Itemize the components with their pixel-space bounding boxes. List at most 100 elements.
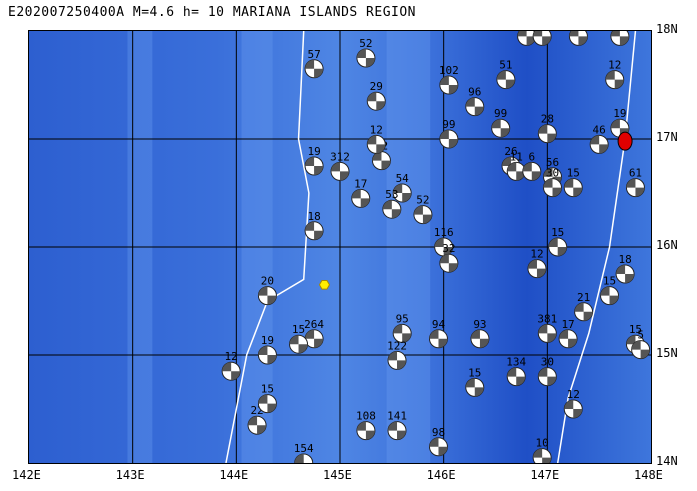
- focal-mechanism-event: 12: [527, 248, 547, 279]
- event-depth-label: 12: [567, 388, 580, 401]
- focal-mechanism-event: 94: [428, 318, 448, 349]
- longitude-label: 145E: [323, 468, 352, 482]
- beachball-compression: [631, 340, 650, 359]
- beachball-compression: [429, 329, 448, 348]
- focal-mechanism-event: 54: [392, 172, 412, 203]
- map-frame: 1931212175453521163220264959493381151815…: [28, 30, 652, 464]
- event-depth-label: 15: [629, 323, 642, 336]
- event-depth-label: 102: [439, 64, 459, 77]
- focal-mechanism-event: 15: [548, 226, 568, 257]
- event-depth-label: 53: [385, 188, 398, 201]
- focal-mechanism-event: 15: [465, 366, 485, 397]
- beachball-compression: [507, 367, 526, 386]
- event-depth-label: 17: [561, 318, 574, 331]
- focal-mechanism-event: 102: [439, 64, 459, 95]
- beachball-compression: [258, 394, 277, 413]
- event-depth-label: 46: [593, 123, 606, 136]
- event-depth-label: 20: [261, 275, 274, 288]
- event-depth-label: 154: [294, 442, 314, 455]
- longitude-label: 142E: [12, 468, 41, 482]
- beachball-compression: [605, 70, 624, 89]
- beachball-compression: [305, 157, 324, 175]
- longitude-label: 147E: [530, 468, 560, 482]
- event-depth-label: 21: [577, 291, 590, 304]
- beachball-compression: [533, 448, 552, 463]
- focal-mechanism-event: 52: [356, 37, 376, 68]
- event-depth-label: 12: [225, 350, 238, 363]
- event-depth-label: 312: [330, 150, 350, 163]
- beachball-compression: [439, 130, 458, 148]
- beachball-compression: [538, 367, 557, 386]
- focal-mechanism-event: 46: [589, 123, 609, 154]
- map-title: E202007250400A M=4.6 h= 10 MARIANA ISLAN…: [8, 5, 417, 20]
- event-depth-label: 15: [468, 366, 481, 379]
- event-depth-label: 116: [434, 226, 454, 239]
- focal-mechanism-event: 51: [496, 59, 516, 90]
- beachball-compression: [610, 31, 629, 46]
- beachball-compression: [559, 329, 578, 348]
- focal-mechanism-event: 122: [387, 339, 407, 370]
- beachball-compression: [356, 49, 375, 67]
- event-depth-label: 15: [261, 383, 274, 396]
- beachball-compression: [574, 302, 593, 321]
- focal-mechanism-event: 12: [563, 388, 583, 419]
- beachball-compression: [465, 97, 484, 116]
- focal-mechanism-event: 15: [600, 275, 620, 306]
- beachball-compression: [367, 92, 386, 111]
- west-trench-line: [225, 31, 310, 463]
- focal-mechanism-event: 381: [537, 312, 557, 343]
- beachball-compression: [388, 351, 407, 370]
- latitude-label: 17N: [656, 130, 678, 144]
- map-canvas: 1931212175453521163220264959493381151815…: [29, 31, 651, 463]
- focal-mechanism-event: 5: [631, 329, 651, 360]
- beachball-compression: [258, 346, 277, 364]
- event-depth-label: 52: [359, 37, 372, 50]
- event-depth-label: 381: [537, 312, 557, 325]
- focal-mechanism-event: 12: [221, 350, 241, 381]
- beachball-compression: [305, 221, 324, 240]
- beachball-compression: [393, 184, 412, 202]
- focal-mechanism-event: 10: [532, 437, 552, 463]
- beachball-compression: [491, 119, 510, 138]
- event-depth-label: 56: [546, 156, 559, 169]
- beachball-compression: [564, 178, 583, 197]
- focal-mechanism-event: 21: [574, 291, 594, 322]
- event-depth-label: 99: [442, 118, 455, 131]
- epicenter-marker: [318, 279, 331, 290]
- event-depth-label: 6: [528, 150, 535, 163]
- event-depth-label: 30: [541, 356, 554, 369]
- event-depth-label: 17: [354, 177, 367, 190]
- focal-mechanism-event: 19: [257, 334, 277, 365]
- beachball-compression: [388, 421, 407, 440]
- beachball-compression: [393, 324, 412, 343]
- beachball-compression: [222, 362, 241, 381]
- focal-mechanism-event: 141: [387, 410, 407, 441]
- focal-mechanism-event: 96: [465, 86, 485, 117]
- beachball-compression: [465, 378, 484, 397]
- focal-mechanism-event: 12: [605, 59, 625, 90]
- beachball-compression: [522, 162, 541, 181]
- focal-mechanism-event: 99: [439, 118, 459, 149]
- focal-mechanism-event: 14: [610, 31, 630, 46]
- focal-mechanism-event: 98: [428, 426, 448, 457]
- event-depth-label: 26: [504, 145, 517, 158]
- beachball-compression: [590, 135, 609, 154]
- highlight-event-marker: [617, 131, 633, 151]
- focal-mechanism-event: 52: [413, 194, 433, 225]
- focal-mechanism-event: 6: [522, 150, 542, 181]
- latitude-label: 18N: [656, 22, 678, 36]
- beachball-compression: [367, 135, 386, 154]
- event-depth-label: 15: [551, 226, 564, 239]
- focal-mechanism-event: 18: [304, 210, 324, 241]
- beachball-compression: [527, 259, 546, 278]
- focal-mechanism-event: 30: [543, 167, 563, 198]
- focal-mechanism-event: 61: [625, 167, 645, 198]
- beachball-compression: [434, 238, 453, 256]
- focal-mechanism-event: 29: [366, 80, 386, 111]
- event-depth-label: 10: [536, 437, 549, 450]
- event-depth-label: 15: [603, 275, 616, 288]
- beachball-compression: [331, 162, 349, 181]
- event-depth-label: 93: [473, 318, 486, 331]
- latitude-label: 14N: [656, 454, 678, 468]
- event-depth-label: 99: [494, 107, 507, 120]
